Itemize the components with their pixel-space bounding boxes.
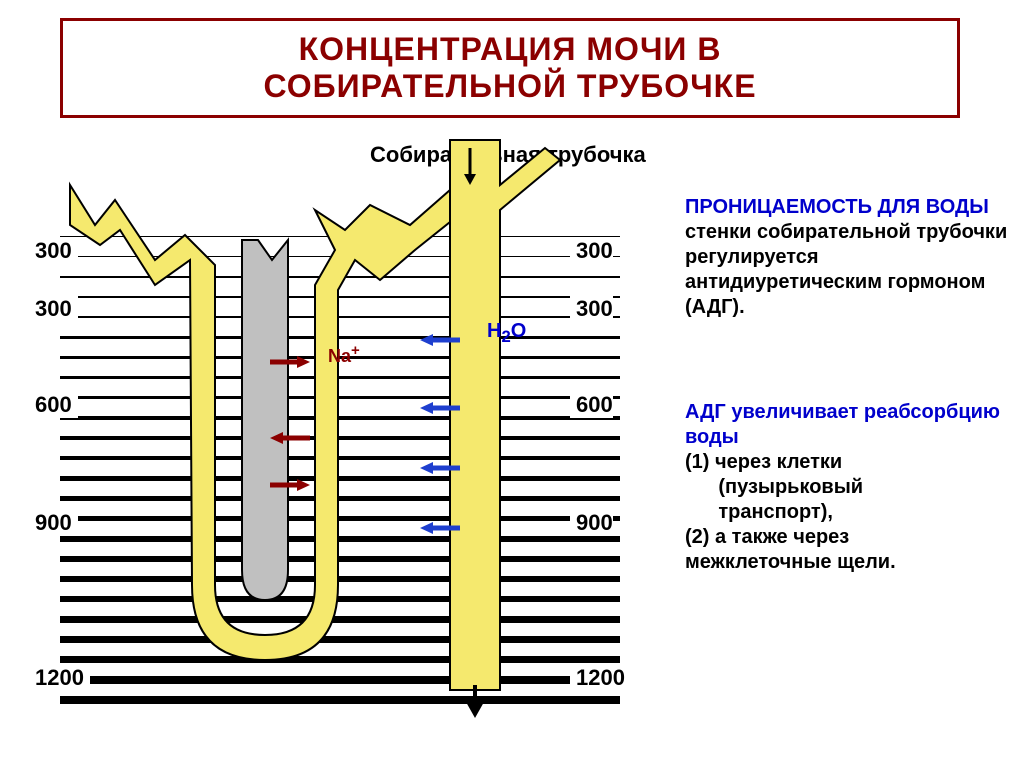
na-label: Na+	[328, 342, 360, 367]
title-line2: СОБИРАТЕЛЬНОЙ ТРУБОЧКЕ	[83, 68, 937, 105]
h2o-arrow	[415, 398, 465, 418]
blue-heading-1: ПРОНИЦАЕМОСТЬ ДЛЯ ВОДЫ	[685, 196, 989, 218]
text-line: межклеточные щели.	[685, 550, 1015, 575]
vasa-recta-vessel	[242, 240, 288, 600]
title-line1: КОНЦЕНТРАЦИЯ МОЧИ В	[83, 31, 937, 68]
nephron-diagram	[60, 130, 620, 720]
na-arrow	[265, 475, 315, 495]
na-arrow	[265, 428, 315, 448]
title-box: КОНЦЕНТРАЦИЯ МОЧИ В СОБИРАТЕЛЬНОЙ ТРУБОЧ…	[60, 18, 960, 118]
body-text-1: стенки собирательной трубочки регулирует…	[685, 221, 1007, 318]
h2o-arrow	[415, 518, 465, 538]
text-line: транспорт),	[685, 500, 1015, 525]
text-line: (1) через клетки	[685, 450, 1015, 475]
text-block-permeability: ПРОНИЦАЕМОСТЬ ДЛЯ ВОДЫ стенки собиратель…	[685, 195, 1015, 320]
collecting-duct	[450, 140, 560, 690]
text-line: (2) а также через	[685, 525, 1015, 550]
body-text-2: (1) через клетки (пузырьковый транспорт)…	[685, 450, 1015, 575]
h2o-arrow	[415, 458, 465, 478]
na-arrow	[265, 352, 315, 372]
text-block-adh: АДГ увеличивает реабсорбцию воды (1) чер…	[685, 400, 1015, 575]
blue-heading-2: АДГ увеличивает реабсорбцию воды	[685, 401, 1000, 448]
h2o-label: H2O	[487, 320, 526, 347]
text-line: (пузырьковый	[685, 475, 1015, 500]
h2o-arrow	[415, 330, 465, 350]
